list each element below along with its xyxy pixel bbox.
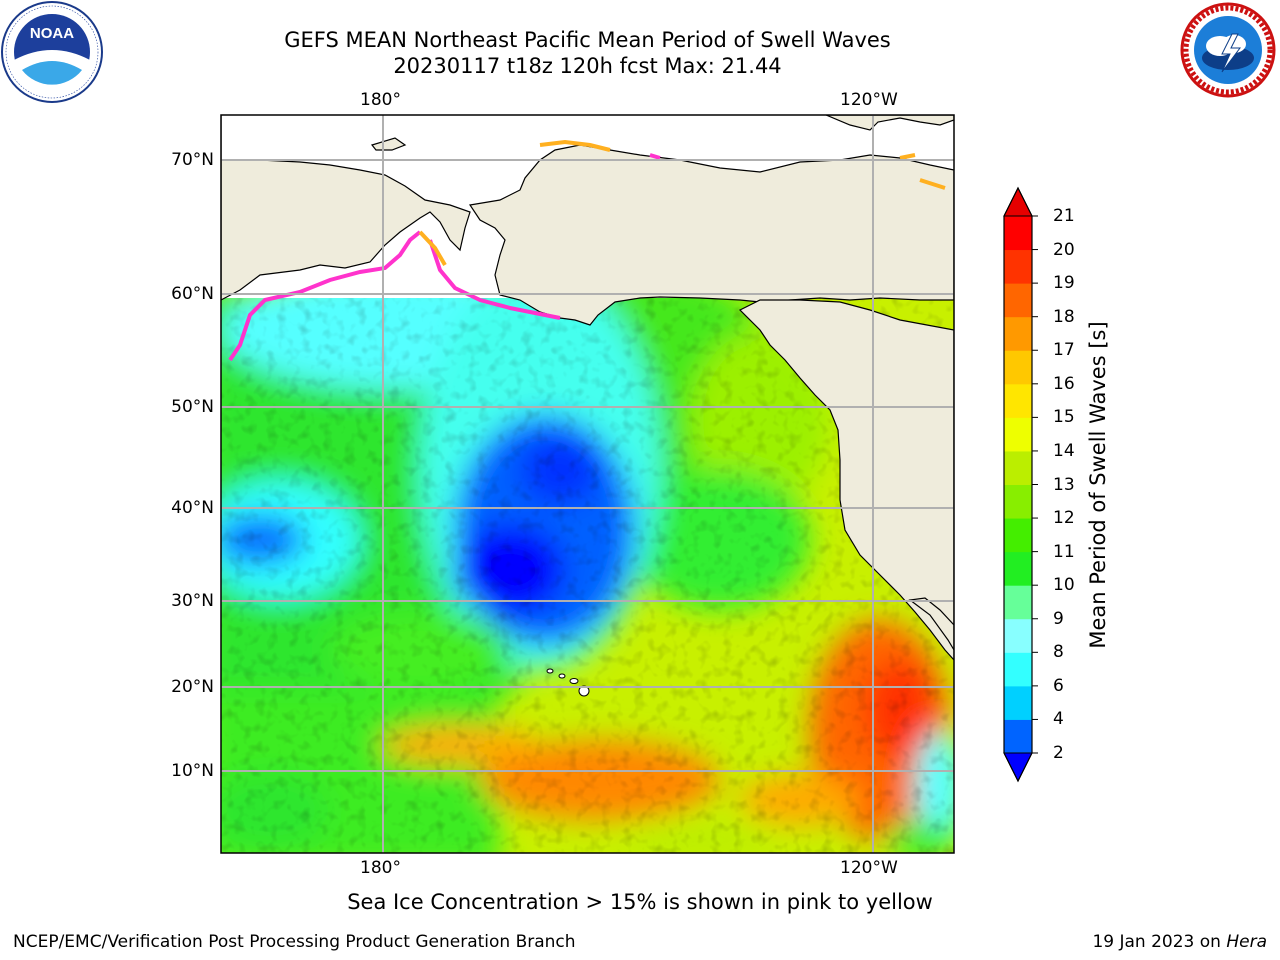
lat-label-40n: 40°N — [171, 498, 214, 518]
colorbar-tick-label: 18 — [1053, 306, 1075, 327]
colorbar-band — [1004, 484, 1032, 519]
colorbar-band — [1004, 585, 1032, 620]
lat-label-10n: 10°N — [171, 761, 214, 781]
colorbar-tick-label: 8 — [1053, 642, 1064, 663]
colorbar-band — [1004, 417, 1032, 452]
colorbar-band — [1004, 350, 1032, 385]
footer-date: 19 Jan 2023 on Hera — [1092, 932, 1267, 952]
colorbar-band — [1004, 383, 1032, 418]
svg-text:NOAA: NOAA — [30, 25, 74, 42]
footer-date-text: 19 Jan 2023 on — [1092, 932, 1227, 952]
colorbar — [1003, 186, 1038, 783]
colorbar-band — [1004, 316, 1032, 351]
lat-label-50n: 50°N — [171, 397, 214, 417]
colorbar-band — [1004, 685, 1032, 720]
colorbar-tick-label: 4 — [1053, 709, 1064, 730]
colorbar-tick-label: 16 — [1053, 373, 1075, 394]
chart-title: GEFS MEAN Northeast Pacific Mean Period … — [284, 28, 891, 52]
colorbar-tick-label: 17 — [1053, 340, 1075, 361]
colorbar-tick-label: 15 — [1053, 407, 1075, 428]
lat-label-60n: 60°N — [171, 284, 214, 304]
lat-label-30n: 30°N — [171, 591, 214, 611]
colorbar-tick-label: 21 — [1053, 206, 1075, 226]
colorbar-extend-max — [1003, 186, 1033, 217]
colorbar-tick-label: 14 — [1053, 440, 1075, 461]
map-field — [221, 115, 954, 853]
graticule — [221, 115, 954, 853]
colorbar-label: Mean Period of Swell Waves [s] — [1086, 321, 1110, 649]
colorbar-tick-label: 19 — [1053, 273, 1075, 294]
map-frame — [220, 114, 955, 854]
colorbar-tick-label: 20 — [1053, 239, 1075, 260]
colorbar-band — [1004, 450, 1032, 485]
footer-credit: NCEP/EMC/Verification Post Processing Pr… — [13, 932, 576, 952]
colorbar-tick-label: 11 — [1053, 541, 1075, 562]
sea-ice-note: Sea Ice Concentration > 15% is shown in … — [347, 890, 933, 914]
sea-ice-edge — [228, 139, 946, 362]
colorbar-tick-label: 2 — [1053, 743, 1064, 763]
colorbar-tick-label: 10 — [1053, 575, 1075, 596]
colorbar-tick-label: 6 — [1053, 675, 1064, 696]
lat-label-70n: 70°N — [171, 150, 214, 170]
colorbar-band — [1004, 249, 1032, 284]
colorbar-tick-label: 13 — [1053, 474, 1075, 495]
noaa-logo: NOAA — [1, 1, 103, 103]
colorbar-band — [1004, 719, 1032, 754]
colorbar-tick-label: 9 — [1053, 608, 1064, 629]
lon-label-bottom-180: 180° — [360, 858, 401, 878]
colorbar-band — [1004, 652, 1032, 687]
lon-label-bottom-120w: 120°W — [840, 858, 898, 878]
lon-label-top-180: 180° — [360, 90, 401, 110]
colorbar-band — [1004, 518, 1032, 553]
nws-logo — [1180, 2, 1276, 98]
colorbar-band — [1004, 216, 1032, 251]
colorbar-extend-min — [1003, 752, 1033, 783]
footer-host: Hera — [1226, 932, 1267, 952]
colorbar-band — [1004, 283, 1032, 318]
lat-label-20n: 20°N — [171, 677, 214, 697]
lon-label-top-120w: 120°W — [840, 90, 898, 110]
chart-subtitle-run: 20230117 t18z 120h fcst Max: 21.44 — [393, 54, 782, 78]
land-masses — [221, 115, 954, 661]
colorbar-band — [1004, 618, 1032, 653]
colorbar-tick-label: 12 — [1053, 508, 1075, 529]
colorbar-band — [1004, 551, 1032, 586]
